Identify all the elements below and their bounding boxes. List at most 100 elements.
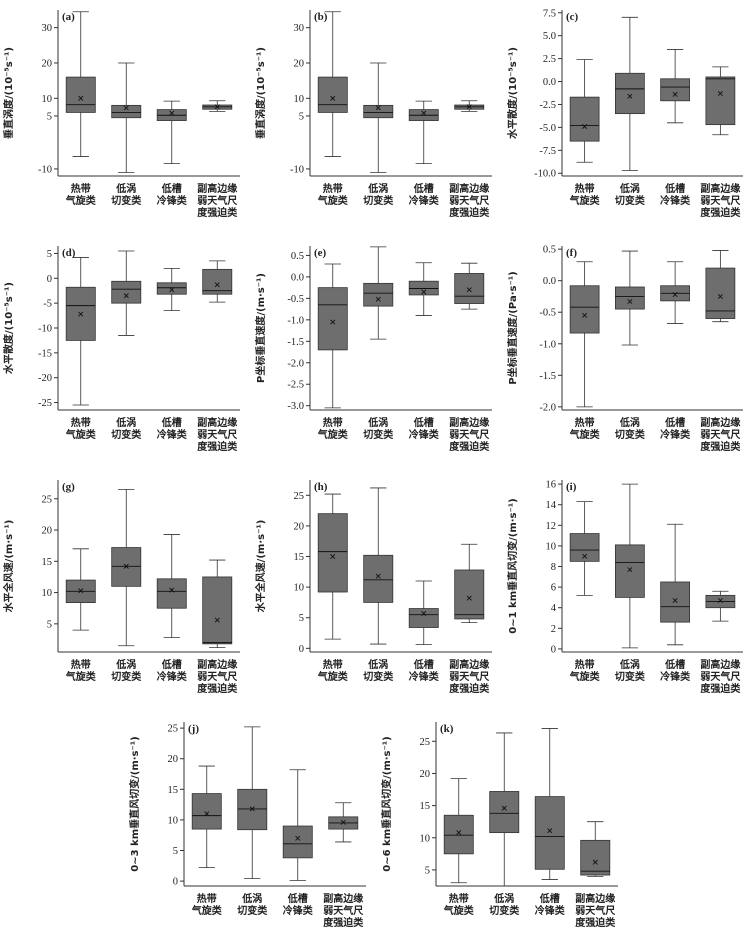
mean-marker-k-3 (592, 859, 598, 865)
mean-marker-i-3 (717, 597, 723, 604)
y-tick-label-c-0: -10.0 (534, 169, 556, 180)
box-i-0 (569, 501, 600, 596)
y-tick-label-d-0: -25 (38, 398, 52, 409)
mean-marker-g-1 (123, 563, 129, 569)
category-label-e-0-0: 热带 (323, 416, 343, 429)
box-i-1 (614, 483, 645, 649)
category-label-b-0-1: 气旋类 (317, 194, 348, 207)
mean-marker-i-0 (582, 553, 588, 559)
panel-label-c: (c) (566, 11, 579, 23)
y-axis-label-j: 0~3 km垂直风切变/(m·s⁻¹) (128, 736, 141, 871)
mean-marker-f-3 (717, 293, 723, 299)
y-tick-label-j-3: 15 (168, 785, 179, 796)
category-label-c-0-0: 热带 (575, 182, 595, 195)
category-label-i-0-1: 气旋类 (569, 670, 600, 683)
y-tick-label-f-2: -1.0 (539, 339, 556, 350)
y-tick-label-a-0: -10 (38, 164, 52, 175)
category-label-d-0-0: 热带 (71, 416, 91, 429)
mean-marker-d-3 (214, 282, 220, 288)
y-tick-label-f-3: -0.5 (539, 308, 556, 319)
y-axis-label-k: 0~6 km垂直风切变/(m·s⁻¹) (380, 736, 393, 871)
y-tick-label-j-1: 5 (173, 846, 178, 857)
y-tick-label-f-5: 0.5 (543, 245, 556, 256)
category-label-c-1-1: 切变类 (615, 194, 645, 207)
box-rect-e-1 (363, 282, 394, 307)
box-rect-k-3 (580, 839, 611, 876)
category-label-a-0-1: 气旋类 (65, 194, 96, 207)
box-g-3 (202, 559, 233, 649)
category-label-c-2-1: 冷锋类 (660, 194, 690, 207)
y-tick-label-d-4: -5 (43, 299, 52, 310)
y-tick-label-f-1: -1.5 (539, 371, 556, 382)
category-label-d-1-1: 切变类 (111, 428, 141, 441)
y-tick-label-d-2: -15 (38, 348, 52, 359)
category-label-e-1-1: 切变类 (363, 428, 393, 441)
box-g-0 (65, 548, 96, 631)
y-axis-label-h: 水平全风速/(m·s⁻¹) (254, 520, 267, 614)
category-label-f-3-2: 度强迫类 (700, 440, 740, 453)
box-rect-c-2 (660, 78, 691, 102)
box-j-2 (282, 769, 313, 881)
category-label-i-3-1: 弱天气尺 (700, 670, 740, 683)
y-tick-label-i-7: 14 (546, 500, 557, 511)
box-b-0 (317, 11, 348, 157)
box-rect-c-1 (614, 72, 645, 115)
box-g-2 (156, 534, 187, 639)
mean-marker-d-2 (169, 287, 175, 293)
y-tick-label-c-2: -5.0 (539, 123, 556, 134)
category-label-g-3-0: 副高边缘 (197, 658, 237, 671)
box-c-2 (660, 49, 691, 124)
y-tick-label-h-4: 20 (294, 521, 305, 532)
category-label-j-3-1: 弱天气尺 (323, 904, 363, 917)
y-tick-label-d-1: -20 (38, 373, 52, 384)
category-label-k-2-0: 低槽 (539, 892, 560, 905)
y-tick-label-i-3: 6 (551, 583, 556, 594)
y-axis-label-i: 0~1 km垂直风切变/(m·s⁻¹) (506, 498, 519, 633)
category-label-i-1-1: 切变类 (615, 670, 645, 683)
panel-e: (e) -3.0 -2.5 -2.0 -1.5 -1.0 -0.5 0.0 0.5 P坐标垂直速度… (252, 236, 504, 468)
box-rect-c-3 (705, 76, 736, 126)
category-label-e-0-1: 气旋类 (317, 428, 348, 441)
box-j-3 (328, 802, 359, 843)
y-tick-label-j-5: 25 (168, 724, 179, 735)
panel-c: (c) -10.0 -7.5 -5.0 -2.5 0.0 2.5 5.0 7.5 水平散度/(10… (504, 0, 755, 234)
category-label-b-3-0: 副高边缘 (449, 182, 489, 195)
y-tick-label-e-7: 0.5 (291, 251, 304, 262)
mean-marker-i-2 (672, 597, 678, 604)
mean-marker-e-1 (375, 296, 381, 302)
box-rect-a-1 (111, 104, 142, 119)
panel-i: (i) 0 2 4 6 8 10 12 14 16 0~1 km垂直风切变/(m·s⁻¹) 热带 气旋类… (504, 470, 755, 710)
box-rect-h-1 (363, 554, 394, 603)
category-label-g-0-0: 热带 (71, 658, 91, 671)
panel-g: (g) 5 10 15 20 25 水平全风速/(m·s⁻¹) 热带 气旋类 低涡 切变类 低槽 冷锋类… (0, 470, 252, 710)
mean-marker-h-1 (375, 573, 381, 579)
category-label-h-3-0: 副高边缘 (449, 658, 489, 671)
category-label-f-3-1: 弱天气尺 (700, 428, 740, 441)
category-label-c-3-1: 弱天气尺 (700, 194, 740, 207)
category-label-k-3-1: 弱天气尺 (575, 904, 615, 917)
box-h-0 (317, 493, 348, 640)
box-rect-b-1 (363, 104, 394, 119)
chart-f: (f) -2.0 -1.5 -1.0 -0.5 0.0 0.5 P坐标垂直速度/(Pa·s⁻¹… (506, 245, 743, 453)
y-tick-label-a-2: 10 (42, 94, 53, 105)
category-label-b-2-0: 低槽 (413, 182, 434, 195)
box-e-1 (363, 246, 394, 340)
y-tick-label-g-1: 10 (42, 588, 53, 599)
y-tick-label-b-2: 10 (294, 94, 305, 105)
y-tick-label-c-4: 0.0 (543, 77, 556, 88)
mean-marker-g-3 (214, 617, 220, 623)
category-label-f-2-0: 低槽 (664, 416, 685, 429)
y-tick-label-e-1: -2.5 (287, 380, 304, 391)
box-e-2 (408, 262, 439, 316)
category-label-e-2-0: 低槽 (413, 416, 434, 429)
y-axis-label-g: 水平全风速/(m·s⁻¹) (2, 520, 15, 614)
category-label-k-0-0: 热带 (449, 892, 469, 905)
category-label-g-2-0: 低槽 (161, 658, 182, 671)
mean-marker-e-3 (466, 287, 472, 293)
y-tick-label-i-2: 4 (551, 603, 557, 614)
category-label-d-3-1: 弱天气尺 (197, 428, 237, 441)
